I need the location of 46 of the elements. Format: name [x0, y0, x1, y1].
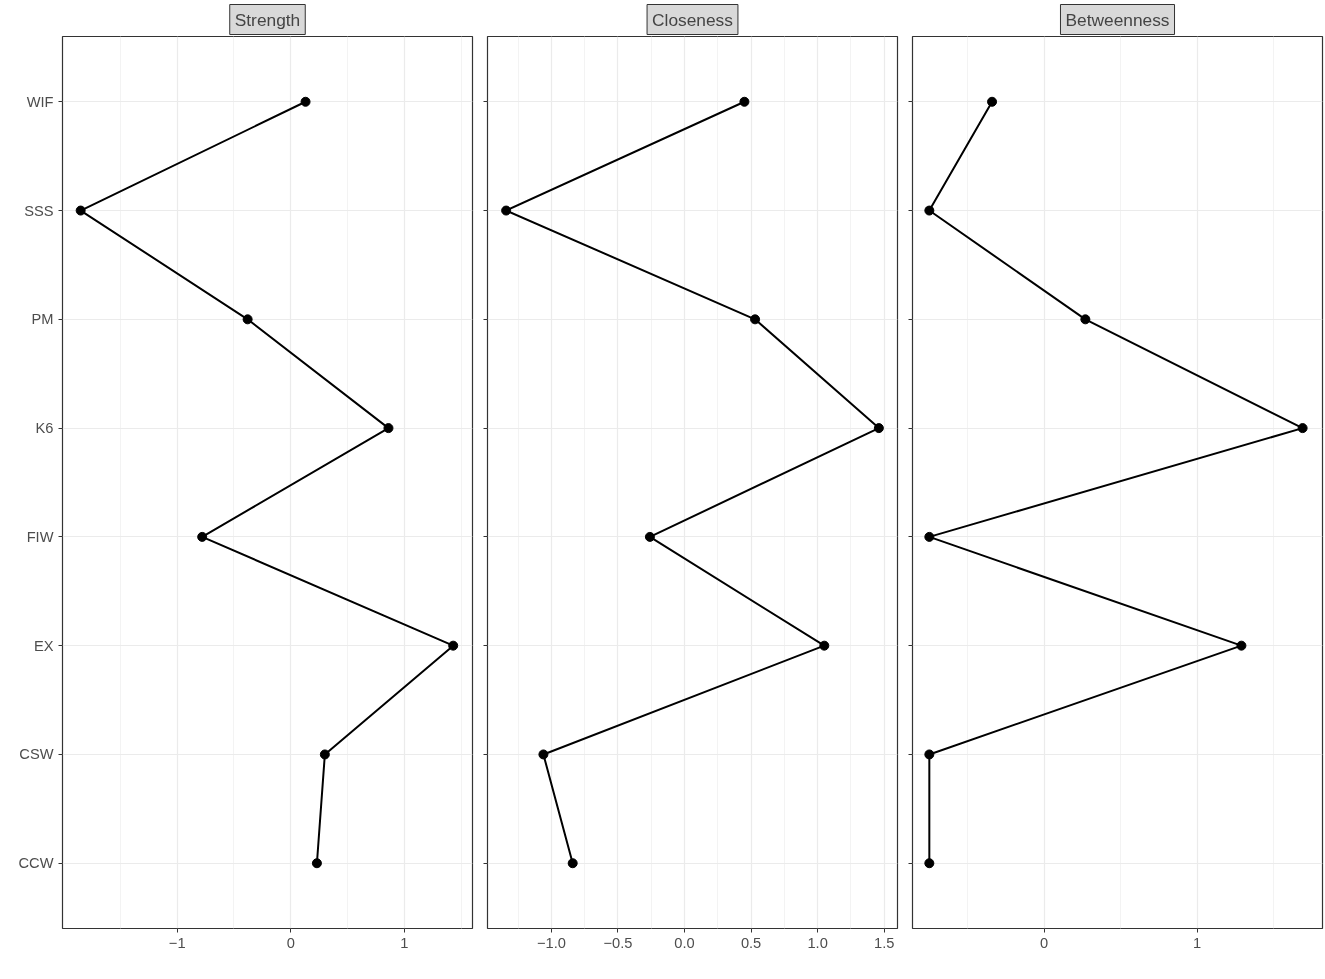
point [873, 423, 884, 434]
y-tick-label: WIF [26, 93, 54, 110]
point [924, 205, 935, 216]
point [750, 314, 761, 325]
chart-title: Betweenness [1065, 9, 1170, 30]
point [924, 858, 935, 869]
point [311, 858, 322, 869]
x-tick-label: 1 [400, 934, 409, 951]
point [987, 96, 998, 107]
point [538, 749, 549, 760]
x-tick-label: 0.0 [674, 934, 695, 951]
y-tick-label: EX [33, 637, 54, 654]
point [197, 531, 208, 542]
point [924, 749, 935, 760]
point [300, 96, 311, 107]
point [1080, 314, 1091, 325]
x-tick-label: −0.5 [603, 934, 633, 951]
y-tick-label: SSS [24, 202, 54, 219]
y-tick-label: K6 [35, 420, 54, 437]
x-tick-label: 1.5 [874, 934, 895, 951]
point [567, 858, 578, 869]
x-tick-label: 1.0 [807, 934, 828, 951]
x-tick-label: 1 [1192, 934, 1202, 951]
point [501, 205, 512, 216]
point [1236, 640, 1247, 651]
point [924, 531, 935, 542]
point [383, 423, 394, 434]
x-tick-label: −1 [168, 934, 186, 951]
chart-title: Strength [234, 9, 301, 30]
point [319, 749, 330, 760]
point [448, 640, 459, 651]
chart-title: Closeness [652, 9, 734, 30]
y-tick-label: PM [31, 311, 54, 328]
point [242, 314, 253, 325]
x-tick-label: 0 [1039, 934, 1049, 951]
point [75, 205, 86, 216]
x-tick-label: 0.5 [740, 934, 762, 951]
point [819, 640, 830, 651]
point [739, 96, 750, 107]
y-tick-label: CCW [18, 855, 54, 872]
y-tick-label: CSW [19, 746, 54, 763]
y-tick-label: FIW [26, 528, 54, 545]
point [644, 531, 655, 542]
point [1297, 423, 1308, 434]
x-tick-label: −1.0 [536, 934, 566, 951]
x-tick-label: 0 [286, 934, 295, 951]
